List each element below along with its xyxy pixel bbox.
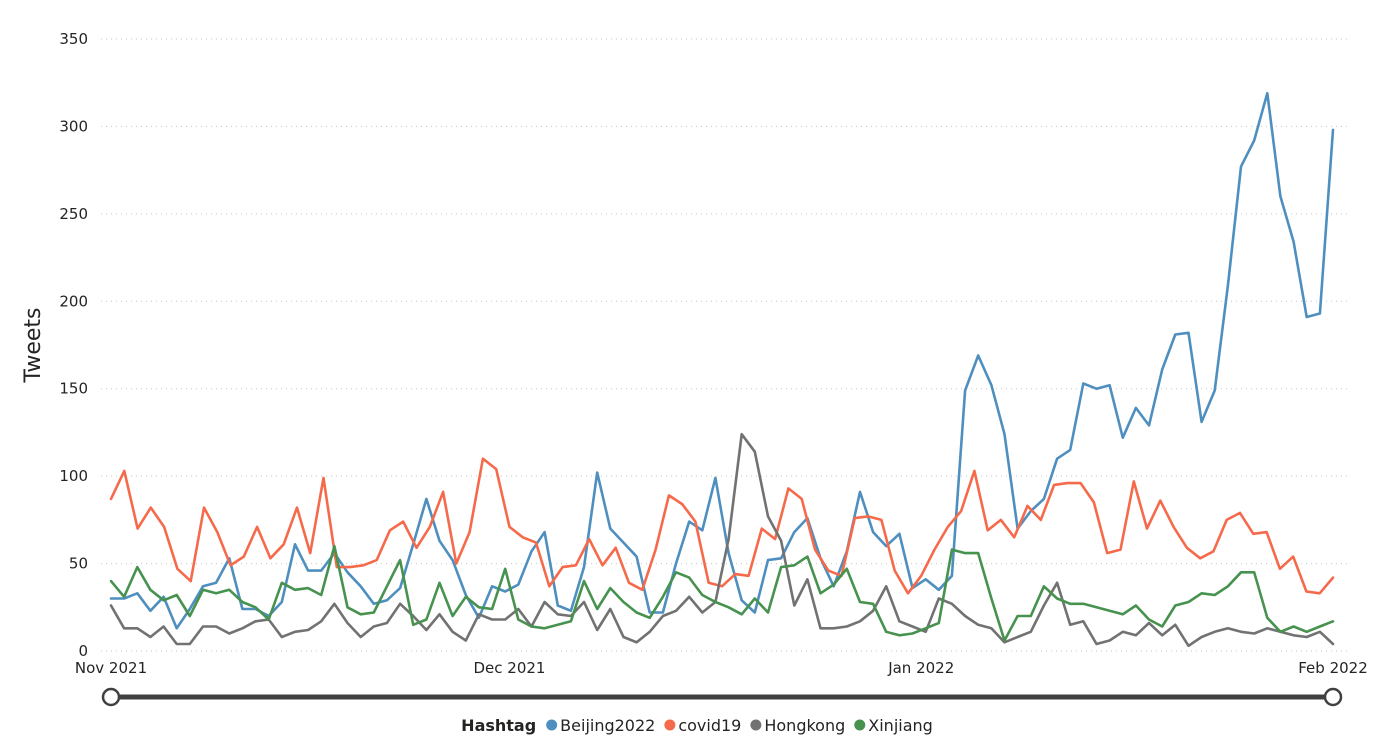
y-tick-label: 100 [59, 467, 88, 485]
series-line-covid19 [109, 457, 1335, 595]
y-axis-label: Tweets [21, 308, 46, 384]
legend-marker [546, 719, 558, 731]
series-line-beijing2022 [109, 91, 1335, 630]
x-tick-label: Feb 2022 [1298, 659, 1368, 677]
y-tick-label: 350 [59, 30, 88, 48]
legend: Hashtag Beijing2022 covid19 Hongkong Xinjian… [461, 716, 933, 735]
y-tick-label: 0 [78, 642, 88, 660]
legend-marker [750, 719, 762, 731]
x-tick-label: Nov 2021 [75, 659, 147, 677]
y-tick-label: 200 [59, 292, 88, 310]
y-tick-label: 300 [59, 117, 88, 135]
legend-item-label[interactable]: Xinjiang [868, 716, 933, 735]
legend-item-label[interactable]: covid19 [678, 716, 741, 735]
series-line-xinjiang [109, 544, 1335, 642]
slider-end-handle[interactable] [1323, 687, 1343, 707]
y-tick-label: 50 [69, 555, 88, 573]
y-tick-label: 250 [59, 205, 88, 223]
gridlines [101, 38, 1350, 652]
legend-marker [854, 719, 866, 731]
x-tick-label: Jan 2022 [887, 659, 954, 677]
y-tick-label: 150 [59, 380, 88, 398]
date-range-slider[interactable] [101, 687, 1343, 707]
legend-item-label[interactable]: Hongkong [764, 716, 845, 735]
slider-start-handle[interactable] [101, 687, 121, 707]
legend-title: Hashtag [461, 716, 536, 735]
x-tick-label: Dec 2021 [473, 659, 545, 677]
x-axis: Nov 2021 Dec 2021 Jan 2022 Feb 2022 [75, 659, 1368, 677]
series-line-hongkong [109, 432, 1335, 648]
legend-item-label[interactable]: Beijing2022 [560, 716, 655, 735]
y-axis: 0 50 100 150 200 250 300 350 [59, 30, 88, 660]
series-lines [109, 91, 1335, 648]
legend-marker [664, 719, 676, 731]
